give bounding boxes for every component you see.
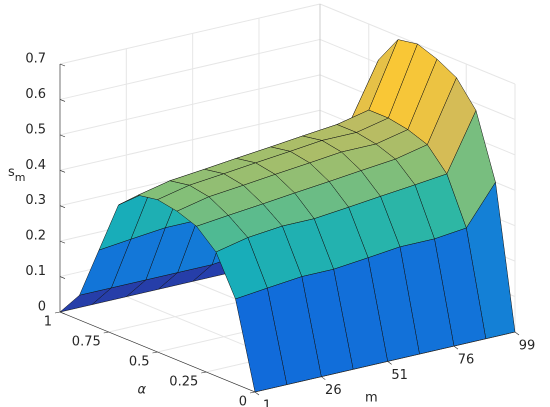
- z-tick: [59, 63, 66, 67]
- y-tick-label: 0.25: [169, 375, 198, 390]
- y-tick: [201, 371, 207, 374]
- z-tick: [59, 276, 66, 279]
- z-tick: [59, 170, 66, 173]
- x-tick: [387, 361, 392, 365]
- y-tick-label: 0.5: [129, 355, 150, 370]
- y-tick: [103, 331, 109, 334]
- y-tick-label: 0: [239, 395, 247, 407]
- z-tick: [59, 134, 66, 138]
- x-tick-label: 51: [391, 368, 408, 383]
- x-tick-label: 99: [519, 339, 536, 354]
- x-tick: [321, 376, 326, 380]
- y-tick: [152, 351, 158, 354]
- x-tick-label: 1: [263, 399, 271, 407]
- z-tick-label: 0.6: [25, 87, 46, 102]
- z-axis-label: sm: [8, 165, 26, 185]
- z-tick: [59, 205, 66, 208]
- y-tick-label: 1: [44, 315, 52, 330]
- z-tick-label: 0.4: [25, 158, 46, 173]
- z-tick-label: 0.7: [25, 52, 46, 67]
- x-tick: [254, 391, 260, 396]
- x-tick: [514, 331, 520, 336]
- grid-line: [59, 3, 321, 65]
- z-tick: [59, 240, 66, 244]
- y-tick-label: 0.75: [72, 335, 101, 350]
- z-tick-label: 0: [38, 300, 46, 315]
- y-tick: [249, 391, 256, 394]
- z-tick-label: 0.1: [25, 264, 46, 279]
- z-tick-label: 0.5: [25, 122, 46, 137]
- grid-line: [59, 74, 321, 136]
- z-tick: [59, 99, 66, 102]
- z-axis-label-main: s: [8, 165, 15, 180]
- z-tick-label: 0.2: [25, 229, 46, 244]
- x-tick-label: 76: [458, 353, 475, 368]
- x-axis-label: m: [365, 391, 378, 406]
- z-tick: [59, 311, 66, 315]
- z-axis-label-sub: m: [15, 171, 26, 184]
- x-axis: [254, 331, 516, 393]
- y-axis-label: α: [138, 383, 147, 398]
- y-tick: [54, 311, 61, 314]
- x-tick: [453, 345, 459, 350]
- x-tick-label: 26: [325, 383, 342, 398]
- z-tick-label: 0.3: [25, 193, 46, 208]
- grid-line: [59, 109, 321, 171]
- grid-line: [59, 38, 321, 100]
